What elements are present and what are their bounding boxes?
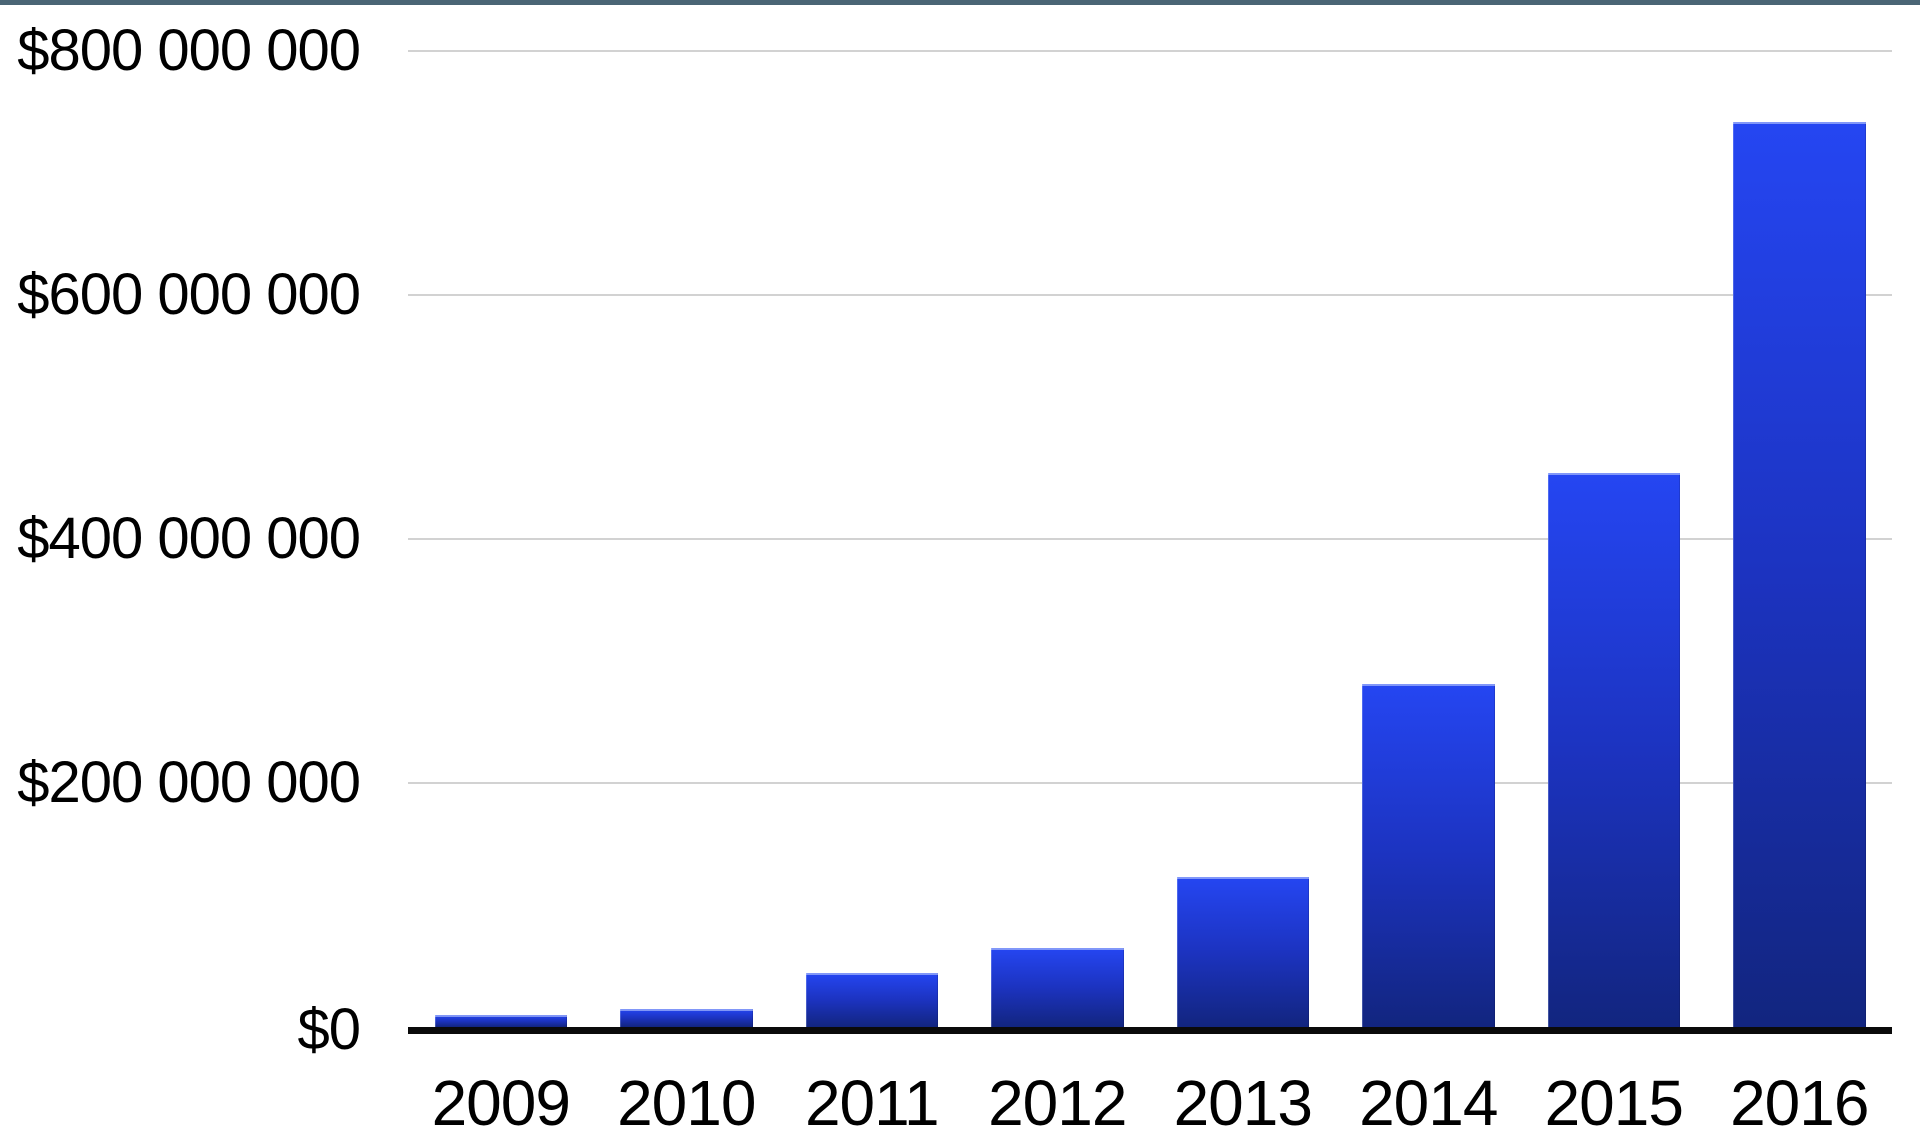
y-tick-label: $800 000 000 xyxy=(17,18,361,83)
x-tick-label-2014: 2014 xyxy=(1359,1067,1498,1137)
gridline-$400000000 xyxy=(408,538,1892,540)
gridline-$600000000 xyxy=(408,294,1892,296)
gridline-$800000000 xyxy=(408,50,1892,52)
bar-2016 xyxy=(1733,121,1866,1027)
bar-2013 xyxy=(1176,876,1309,1027)
y-tick-label: $200 000 000 xyxy=(17,750,361,815)
gridline-$200000000 xyxy=(408,782,1892,784)
x-tick-label-2010: 2010 xyxy=(617,1067,756,1137)
x-tick-label-2011: 2011 xyxy=(804,1067,940,1137)
bar-2009 xyxy=(434,1014,567,1027)
y-tick-label: $600 000 000 xyxy=(17,262,361,327)
x-tick-label-2012: 2012 xyxy=(988,1067,1127,1137)
bar-2012 xyxy=(991,947,1124,1027)
x-axis-line xyxy=(408,1027,1892,1034)
bar-2011 xyxy=(805,973,938,1027)
bar-2010 xyxy=(620,1008,753,1027)
x-tick-label-2016: 2016 xyxy=(1730,1067,1869,1137)
x-tick-label-2009: 2009 xyxy=(431,1067,571,1137)
top-border-line xyxy=(0,0,1920,5)
bar-2014 xyxy=(1362,684,1495,1027)
y-tick-label: $400 000 000 xyxy=(17,506,361,571)
x-tick-label-2015: 2015 xyxy=(1544,1067,1684,1137)
x-tick-label-2013: 2013 xyxy=(1173,1067,1313,1137)
bar-2015 xyxy=(1547,473,1680,1027)
y-tick-label: $0 xyxy=(297,997,361,1062)
